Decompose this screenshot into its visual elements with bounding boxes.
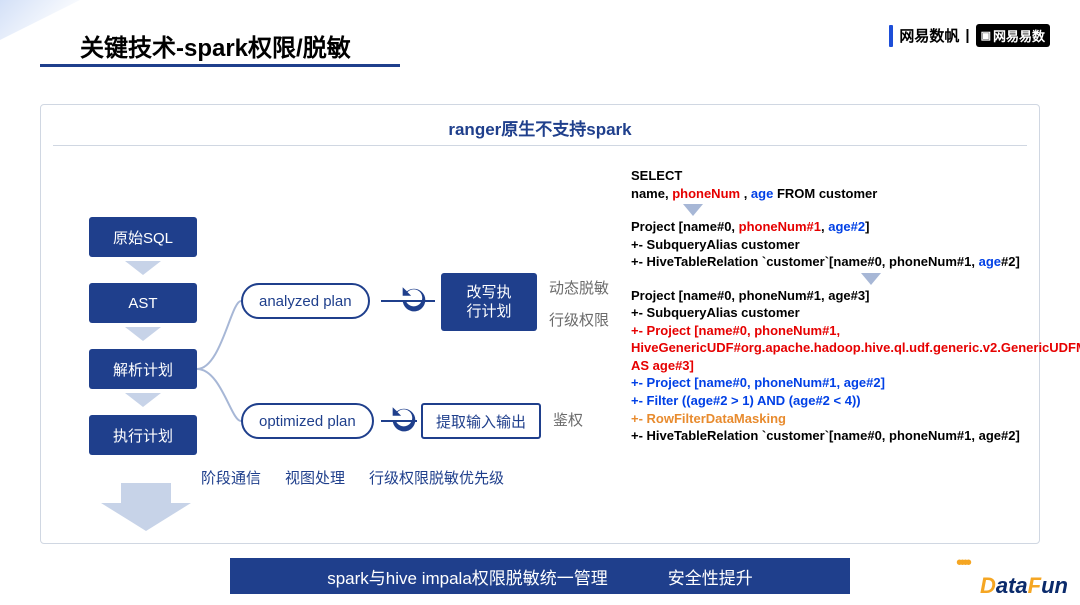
logo-bar-icon [889, 25, 893, 47]
label-auth: 鉴权 [553, 409, 583, 430]
down-arrow-icon [125, 261, 161, 275]
down-arrow-icon [125, 393, 161, 407]
row-label-2: 行级权限脱敏优先级 [369, 467, 504, 488]
down-caret-icon [683, 204, 703, 216]
code-line: +- RowFilterDataMasking [631, 410, 1031, 428]
stage-sql: 原始SQL [89, 217, 197, 257]
code-line: Project [name#0, phoneNum#1, age#2] [631, 218, 1031, 236]
cycle-icon [387, 403, 421, 437]
code-line: +- Filter ((age#2 > 1) AND (age#2 < 4)) [631, 392, 1031, 410]
title-underline [40, 64, 400, 67]
code-line: +- SubqueryAlias customer [631, 236, 1031, 254]
rewrite-box: 改写执 行计划 [441, 273, 537, 331]
cycle-icon [397, 283, 431, 317]
logo-text-a: 网易数帆 [899, 25, 959, 46]
code-line: +- HiveTableRelation `customer`[name#0, … [631, 427, 1031, 445]
big-down-arrow-icon [101, 483, 191, 533]
main-box: ranger原生不支持spark 原始SQL AST 解析计划 执行计划 ana… [40, 104, 1040, 544]
bottom-banner: spark与hive impala权限脱敏统一管理 安全性提升 [230, 558, 850, 594]
corner-decoration [0, 0, 80, 40]
code-line: +- Project [name#0, phoneNum#1, HiveGene… [631, 322, 1031, 375]
logo-badge: 网易易数 [976, 24, 1050, 47]
row-label-0: 阶段通信 [201, 467, 261, 488]
code-line: name, phoneNum , age FROM customer [631, 185, 1031, 203]
code-line: +- Project [name#0, phoneNum#1, age#2] [631, 374, 1031, 392]
stage-parse: 解析计划 [89, 349, 197, 389]
analyzed-plan: analyzed plan [241, 283, 370, 319]
page-title: 关键技术-spark权限/脱敏 [80, 28, 351, 63]
subtitle-line [53, 145, 1027, 146]
logo-area: 网易数帆 | 网易易数 [889, 24, 1050, 47]
brand-logo: DataFun [980, 573, 1068, 599]
code-line: Project [name#0, phoneNum#1, age#3] [631, 287, 1031, 305]
code-line: +- SubqueryAlias customer [631, 304, 1031, 322]
optimized-plan: optimized plan [241, 403, 374, 439]
label-mask: 动态脱敏 [549, 277, 609, 298]
down-arrow-icon [125, 327, 161, 341]
code-line: SELECT [631, 167, 1031, 185]
subtitle: ranger原生不支持spark [41, 115, 1039, 140]
row-labels: 阶段通信 视图处理 行级权限脱敏优先级 [201, 467, 504, 488]
code-panel: SELECT name, phoneNum , age FROM custome… [631, 167, 1031, 445]
label-row: 行级权限 [549, 309, 609, 330]
stage-exec: 执行计划 [89, 415, 197, 455]
row-label-1: 视图处理 [285, 467, 345, 488]
brand-dots-icon: •••• [956, 552, 968, 575]
banner-left: spark与hive impala权限脱敏统一管理 [327, 564, 608, 589]
extract-box: 提取输入输出 [421, 403, 541, 439]
logo-sep: | [965, 27, 969, 44]
banner-right: 安全性提升 [668, 564, 753, 589]
down-caret-icon [861, 273, 881, 285]
code-line: +- HiveTableRelation `customer`[name#0, … [631, 253, 1031, 271]
stage-ast: AST [89, 283, 197, 323]
